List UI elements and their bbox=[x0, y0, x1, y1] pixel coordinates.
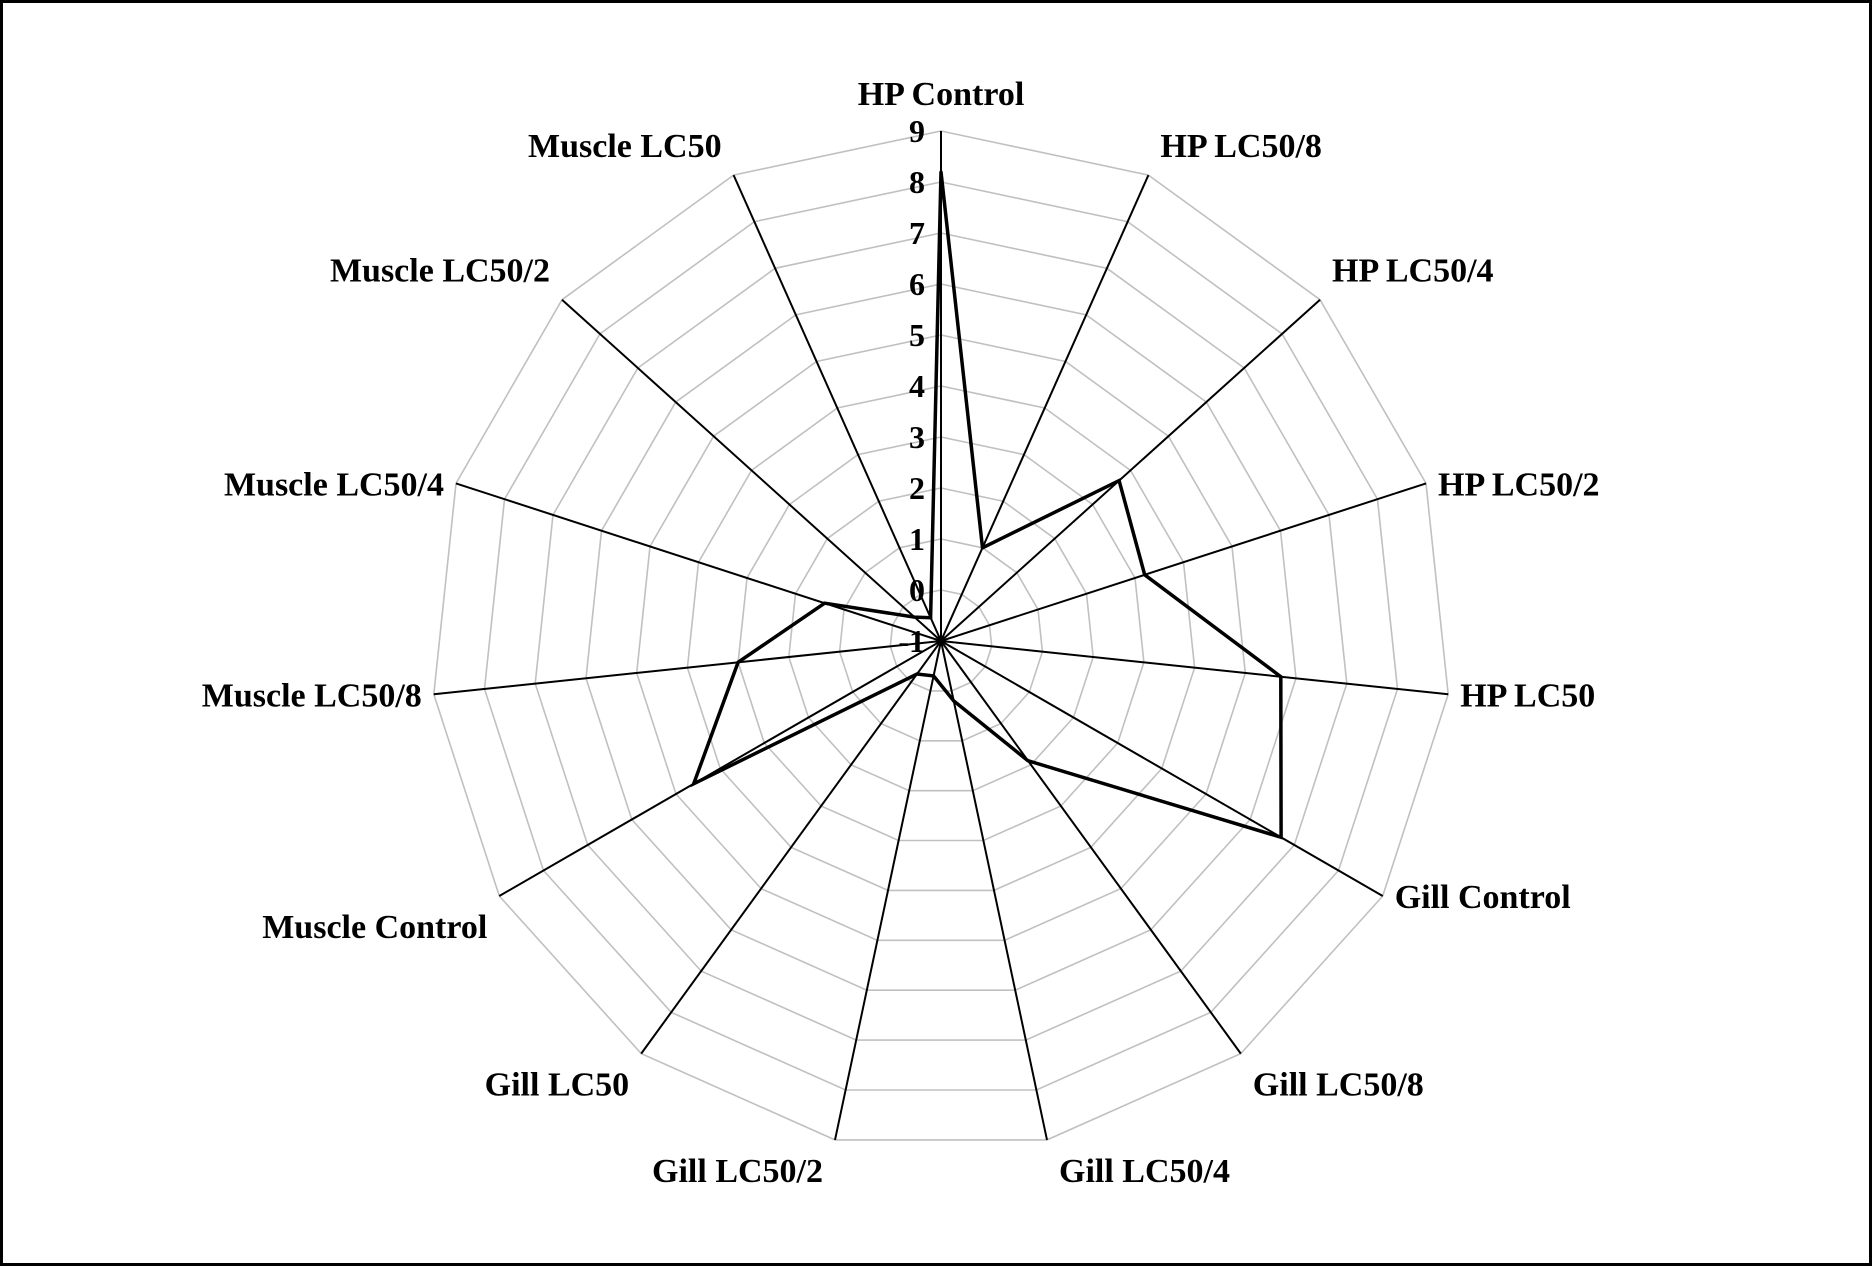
data-point bbox=[1143, 573, 1147, 577]
radial-tick-labels: -1 0 1 2 3 4 5 6 7 8 9 bbox=[898, 113, 925, 659]
tick-label: 7 bbox=[909, 215, 925, 251]
axis-spoke bbox=[940, 640, 1242, 1055]
data-point bbox=[692, 782, 696, 786]
grid-ring bbox=[585, 283, 1297, 992]
category-label: HP LC50/4 bbox=[1332, 253, 1494, 290]
data-point bbox=[952, 699, 956, 703]
category-label: HP LC50/8 bbox=[1160, 128, 1322, 165]
category-label: Muscle LC50/2 bbox=[330, 253, 550, 290]
axis-spoke bbox=[940, 640, 1384, 897]
grid-ring bbox=[787, 487, 1095, 792]
data-point bbox=[1279, 835, 1283, 839]
tick-label: 6 bbox=[909, 266, 925, 302]
radar-grid bbox=[432, 130, 1450, 1141]
axis-spoke bbox=[940, 298, 1321, 642]
axis-spoke bbox=[834, 640, 942, 1141]
tick-label: 0 bbox=[909, 572, 925, 608]
grid-ring bbox=[635, 334, 1247, 942]
category-label: HP LC50/2 bbox=[1438, 466, 1600, 503]
tick-label: -1 bbox=[898, 623, 925, 659]
grid-ring bbox=[737, 436, 1145, 842]
data-point bbox=[823, 601, 827, 605]
axis-spoke bbox=[433, 640, 942, 696]
tick-label: 5 bbox=[909, 317, 925, 353]
category-label: Muscle LC50/4 bbox=[224, 466, 444, 503]
category-label: HP LC50 bbox=[1460, 677, 1595, 714]
axis-spoke bbox=[561, 298, 942, 642]
data-point bbox=[1026, 759, 1030, 763]
axis-spoke bbox=[732, 174, 942, 642]
radar-chart: -1 0 1 2 3 4 5 6 7 8 9 HP Control HP LC50/8 HP LC50/… bbox=[202, 76, 1600, 1190]
category-label: HP Control bbox=[858, 76, 1025, 113]
data-point bbox=[929, 616, 933, 620]
axis-spoke bbox=[940, 640, 1048, 1141]
axis-spoke bbox=[455, 482, 942, 642]
data-point bbox=[981, 546, 984, 550]
data-point bbox=[1279, 675, 1283, 679]
grid-ring bbox=[838, 538, 1044, 742]
category-label: Gill LC50/4 bbox=[1059, 1153, 1230, 1190]
grid-ring bbox=[534, 232, 1348, 1041]
category-label: Gill Control bbox=[1395, 879, 1571, 916]
axis-spoke bbox=[940, 482, 1427, 642]
radar-axes bbox=[433, 131, 1449, 1141]
tick-label: 3 bbox=[909, 419, 925, 455]
grid-ring bbox=[686, 385, 1196, 892]
axis-spoke bbox=[940, 174, 1150, 642]
category-label: Muscle LC50 bbox=[528, 128, 722, 165]
tick-label: 9 bbox=[909, 113, 925, 149]
grid-ring bbox=[483, 181, 1399, 1091]
data-point bbox=[736, 660, 740, 664]
radar-series bbox=[690, 170, 1283, 840]
tick-label: 8 bbox=[909, 164, 925, 200]
axis-spoke bbox=[498, 640, 942, 897]
category-label: Gill LC50/2 bbox=[652, 1153, 823, 1190]
data-point bbox=[1117, 479, 1121, 483]
tick-label: 4 bbox=[909, 368, 925, 404]
category-label: Muscle Control bbox=[262, 909, 487, 946]
data-point bbox=[932, 674, 936, 678]
category-label: Muscle LC50/8 bbox=[202, 677, 422, 714]
data-point bbox=[939, 170, 943, 174]
tick-label: 2 bbox=[909, 470, 925, 506]
data-point bbox=[913, 615, 916, 619]
category-label: Gill LC50 bbox=[485, 1067, 630, 1104]
category-labels: HP Control HP LC50/8 HP LC50/4 HP LC50/2 HP … bbox=[202, 76, 1600, 1190]
data-point bbox=[915, 672, 919, 676]
category-label: Gill LC50/8 bbox=[1253, 1067, 1424, 1104]
series-line bbox=[690, 171, 1283, 840]
grid-ring bbox=[432, 130, 1450, 1141]
tick-label: 1 bbox=[909, 521, 925, 557]
axis-spoke bbox=[940, 640, 1449, 696]
axis-spoke bbox=[640, 640, 942, 1055]
